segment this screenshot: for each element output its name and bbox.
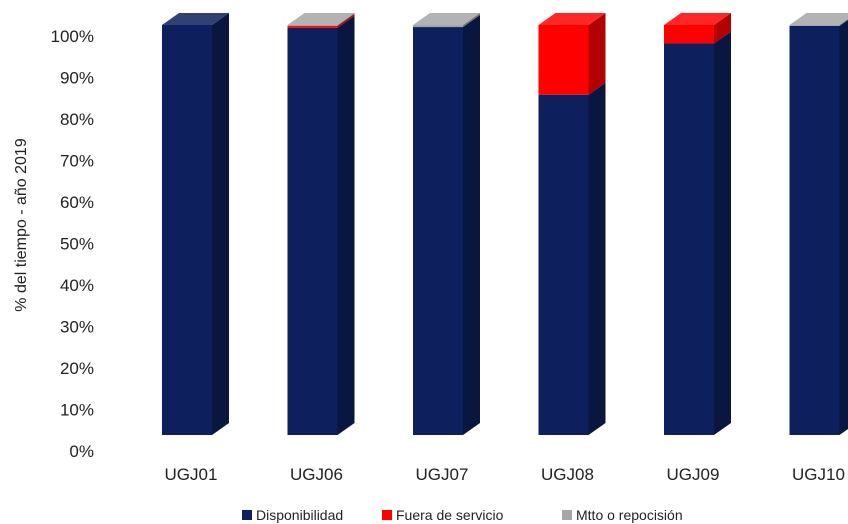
bar-segment-fuera-de-servicio [287,25,338,28]
legend-label: Fuera de servicio [396,507,504,523]
bar-segment-mtto-o-repocisi-n [789,25,840,26]
y-tick-label: 10% [60,401,94,420]
bar-segment-fuera-de-servicio [538,25,589,95]
bar-side-face [463,15,480,436]
x-axis-categories: UGJ01 UGJ06 UGJ07 UGJ08 UGJ09 UGJ10 [165,465,845,484]
x-category-label: UGJ08 [541,465,594,484]
bar-segment-disponibilidad [538,94,589,435]
x-category-label: UGJ07 [416,465,469,484]
legend-item-mtto-o-repocisi-n: Mtto o repocisión [562,507,683,523]
bar-segment-disponibilidad [162,25,212,435]
bar-side-face [588,82,606,435]
bar-segment-fuera-de-servicio [664,25,714,44]
bar-top-face [287,13,355,25]
bar-side-face [714,31,731,435]
bar-segment-disponibilidad [789,25,840,435]
bar-side-face [588,13,606,95]
y-tick-label: 100% [51,27,94,46]
x-category-label: UGJ09 [667,465,720,484]
legend-swatch [382,510,392,520]
x-category-label: UGJ10 [792,465,845,484]
bar-side-face [337,13,355,28]
bar-segment-mtto-o-repocisi-n [413,25,463,28]
bar-side-face [212,13,229,435]
bar-segment-mtto-o-repocisi-n [287,25,338,26]
y-tick-label: 0% [69,442,94,461]
bar-side-face [839,19,848,435]
y-axis-ticks: 0% 10% 20% 30% 40% 50% 60% 70% 80% 90% 100% [51,27,94,461]
bar-top-face [162,13,229,25]
bar-segment-disponibilidad [664,43,714,435]
y-tick-label: 60% [60,193,94,212]
bar-ugj06 [287,13,355,436]
y-tick-label: 40% [60,276,94,295]
bars-group [162,13,848,436]
bar-segment-disponibilidad [287,27,338,436]
bar-top-face [664,13,731,25]
legend-item-fuera-de-servicio: Fuera de servicio [382,507,504,523]
y-tick-label: 50% [60,235,94,254]
bar-ugj10 [789,13,848,435]
bar-segment-disponibilidad [413,27,463,436]
y-tick-label: 70% [60,152,94,171]
legend-label: Disponibilidad [256,507,343,523]
legend-swatch [242,510,252,520]
bar-side-face [463,13,480,28]
y-tick-label: 90% [60,69,94,88]
y-axis-title: % del tiempo - año 2019 [13,138,30,312]
x-category-label: UGJ06 [290,465,343,484]
legend-swatch [562,510,572,520]
y-tick-label: 20% [60,359,94,378]
legend-item-disponibilidad: Disponibilidad [242,507,343,523]
bar-top-face [538,13,606,25]
bar-ugj01 [162,13,229,435]
bar-ugj07 [413,13,480,436]
bar-ugj08 [538,13,606,435]
legend: Disponibilidad Fuera de servicio Mtto o re… [242,507,683,523]
bar-side-face [714,13,731,44]
y-tick-label: 80% [60,110,94,129]
y-tick-label: 30% [60,318,94,337]
legend-label: Mtto o repocisión [576,507,683,523]
bar-side-face [839,19,848,26]
bar-top-face [413,13,480,25]
bar-side-face [337,15,355,436]
x-category-label: UGJ01 [165,465,218,484]
bar-side-face [337,13,355,26]
bar-ugj09 [664,13,731,435]
bar-top-face [789,13,848,25]
